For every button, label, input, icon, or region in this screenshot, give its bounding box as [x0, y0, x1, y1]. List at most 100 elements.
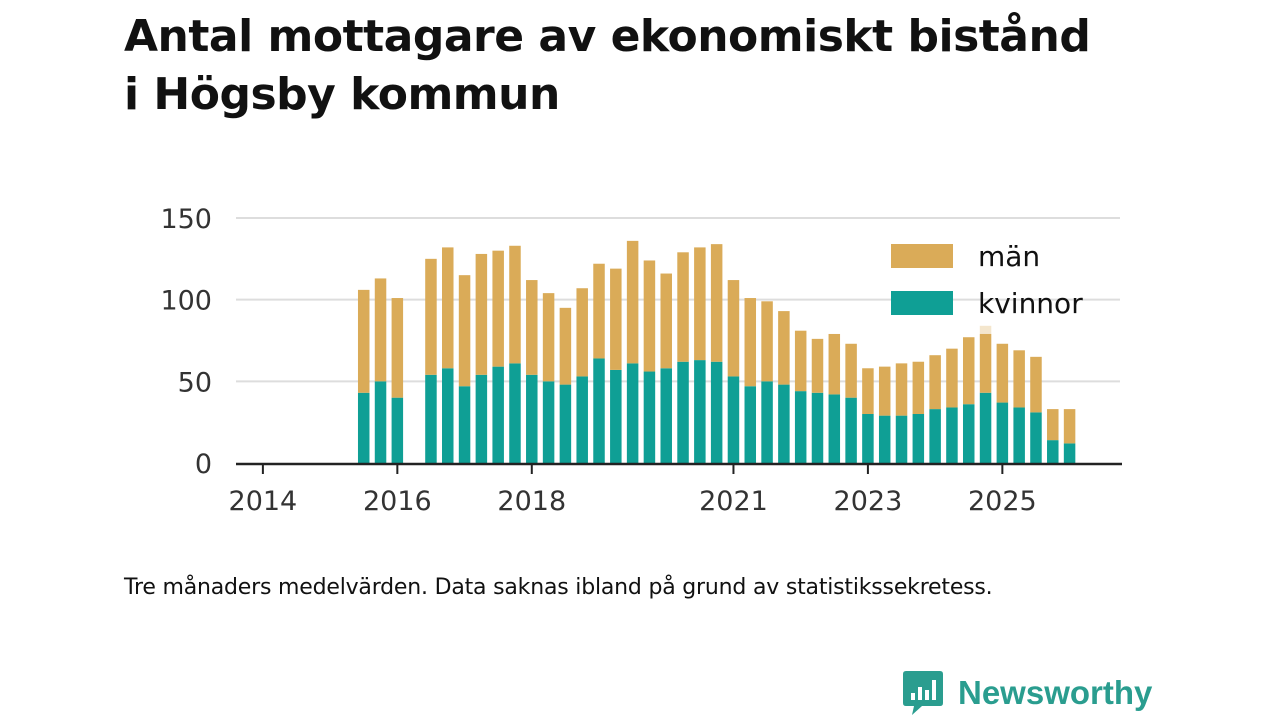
- axes: 0 50 100 150 2014 2016 2018 2021 2023 2025: [160, 204, 1122, 517]
- bar-man: [979, 333, 992, 393]
- bar-man: [643, 260, 656, 372]
- bar-man: [727, 280, 740, 377]
- bar-man: [660, 273, 672, 369]
- bar-kvinnor: [744, 386, 757, 463]
- bar-kvinnor: [626, 363, 639, 463]
- bar-kvinnor: [357, 392, 370, 463]
- bar-man: [1063, 409, 1076, 444]
- bar-kvinnor: [542, 381, 555, 463]
- brand[interactable]: Newsworthy: [902, 668, 1152, 718]
- bar-kvinnor: [374, 381, 387, 463]
- bar-man: [1013, 350, 1025, 408]
- bar-kvinnor: [1013, 407, 1025, 463]
- bar-kvinnor: [593, 358, 605, 463]
- bar-kvinnor: [979, 392, 992, 463]
- bar-kvinnor: [1047, 440, 1059, 463]
- legend-label: män: [978, 240, 1040, 273]
- chart-title-line-1: Antal mottagare av ekonomiskt bistånd: [124, 11, 1091, 62]
- bar-kvinnor: [475, 374, 488, 463]
- bar-man: [626, 240, 639, 364]
- bar-kvinnor: [391, 397, 404, 463]
- bar-kvinnor: [677, 361, 689, 463]
- legend: män kvinnor: [891, 240, 1083, 320]
- y-tick-label: 150: [160, 204, 212, 235]
- footnote: Tre månaders medelvärden. Data saknas ib…: [124, 575, 993, 600]
- bar-man: [946, 348, 958, 408]
- bar-man: [778, 311, 790, 385]
- bar-kvinnor: [442, 368, 454, 463]
- bar-man: [761, 301, 773, 382]
- bar-man: [425, 258, 437, 375]
- bar-kvinnor: [643, 371, 656, 463]
- bar-kvinnor: [862, 414, 874, 463]
- bar-man: [962, 337, 975, 405]
- bar-man: [694, 247, 706, 361]
- bar-kvinnor: [845, 397, 857, 463]
- bar-man: [509, 245, 521, 364]
- bar-kvinnor: [1063, 443, 1076, 463]
- legend-label: kvinnor: [978, 287, 1083, 320]
- bar-kvinnor: [492, 366, 504, 463]
- bar-kvinnor: [929, 409, 941, 463]
- bar-man: [828, 333, 841, 395]
- bar-man: [878, 366, 891, 416]
- bar-man: [895, 363, 908, 416]
- bar-man: [1030, 356, 1042, 413]
- bar-kvinnor: [727, 376, 740, 463]
- bar-suppressed: [979, 325, 992, 334]
- bar-man: [929, 355, 941, 410]
- bar-kvinnor: [509, 363, 521, 463]
- bar-man: [458, 275, 471, 387]
- bar-man: [677, 252, 689, 362]
- bar-man: [475, 253, 488, 375]
- bar-kvinnor: [962, 404, 975, 463]
- bar-kvinnor: [895, 415, 908, 463]
- bar-man: [744, 298, 757, 387]
- brand-name: Newsworthy: [958, 674, 1153, 711]
- bar-man: [576, 288, 588, 377]
- bar-kvinnor: [710, 361, 723, 463]
- bar-kvinnor: [610, 369, 622, 463]
- bar-man: [912, 361, 925, 414]
- x-tick-label: 2016: [363, 486, 432, 517]
- bar-kvinnor: [559, 384, 572, 463]
- y-tick-label: 0: [195, 449, 212, 480]
- x-tick-label: 2021: [699, 486, 768, 517]
- bar-man: [374, 278, 387, 382]
- bar-man: [442, 247, 454, 369]
- bar-kvinnor: [878, 415, 891, 463]
- legend-swatch: [891, 244, 953, 268]
- bar-kvinnor: [761, 381, 773, 463]
- y-tick-label: 100: [160, 286, 212, 317]
- bar-kvinnor: [996, 402, 1009, 463]
- x-tick-label: 2025: [968, 486, 1037, 517]
- bar-kvinnor: [694, 360, 706, 463]
- bar-man: [526, 280, 538, 375]
- newsworthy-logo-icon: [903, 671, 943, 715]
- bar-man: [357, 289, 370, 393]
- y-tick-label: 50: [178, 367, 212, 398]
- bar-man: [996, 343, 1009, 403]
- bar-kvinnor: [811, 392, 824, 463]
- bar-kvinnor: [828, 394, 841, 463]
- bar-kvinnor: [660, 368, 672, 463]
- bar-man: [1047, 409, 1059, 441]
- bar-man: [610, 268, 622, 370]
- legend-swatch: [891, 291, 953, 315]
- bar-man: [811, 338, 824, 393]
- bar-kvinnor: [458, 386, 471, 463]
- bar-kvinnor: [526, 374, 538, 463]
- bar-kvinnor: [778, 384, 790, 463]
- x-tick-label: 2023: [834, 486, 903, 517]
- bar-kvinnor: [425, 374, 437, 463]
- bar-man: [542, 293, 555, 382]
- bar-man: [391, 298, 404, 398]
- bar-man: [710, 244, 723, 362]
- bar-man: [862, 368, 874, 414]
- chart-title-line-2: i Högsby kommun: [124, 69, 560, 120]
- bars: [357, 240, 1076, 463]
- x-tick-label: 2018: [497, 486, 566, 517]
- bar-man: [559, 307, 572, 385]
- bar-kvinnor: [912, 414, 925, 463]
- bar-man: [794, 330, 807, 392]
